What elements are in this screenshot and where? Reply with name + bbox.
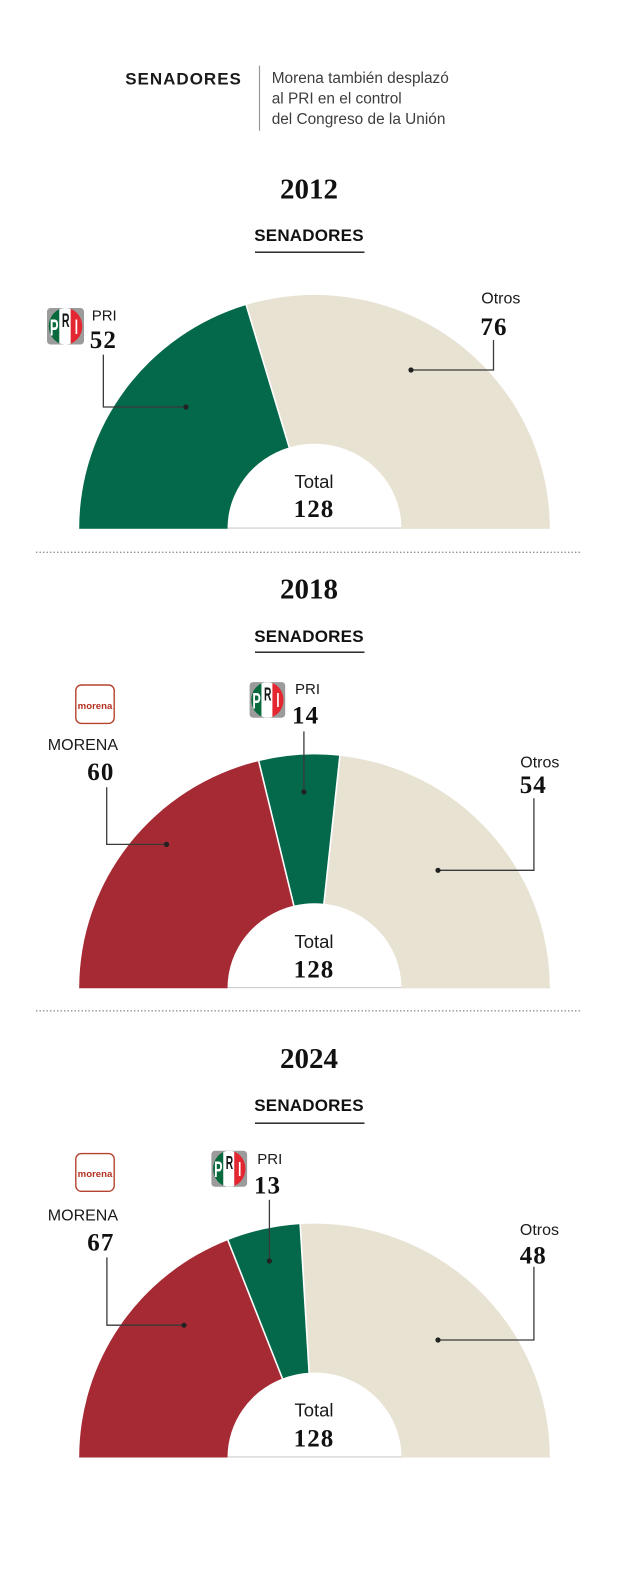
svg-text:SENADORES: SENADORES [254, 627, 364, 646]
svg-text:MORENA: MORENA [48, 737, 119, 754]
svg-text:67: 67 [87, 1229, 114, 1256]
svg-text:Otros: Otros [481, 291, 520, 308]
svg-text:2024: 2024 [280, 1043, 338, 1075]
svg-text:P: P [214, 1157, 222, 1182]
svg-text:76: 76 [480, 314, 507, 341]
svg-text:Total: Total [294, 931, 333, 952]
svg-text:52: 52 [90, 327, 117, 354]
svg-text:SENADORES: SENADORES [254, 1096, 364, 1115]
svg-text:PRI: PRI [295, 681, 320, 698]
svg-text:P: P [252, 689, 260, 714]
svg-text:morena: morena [78, 1169, 113, 1180]
svg-text:MORENA: MORENA [48, 1208, 119, 1225]
svg-text:SENADORES: SENADORES [254, 226, 364, 245]
svg-text:R: R [226, 1154, 234, 1174]
svg-text:R: R [62, 311, 70, 332]
svg-text:PRI: PRI [92, 307, 117, 324]
svg-text:Total: Total [294, 471, 333, 492]
svg-text:14: 14 [292, 702, 319, 729]
svg-text:128: 128 [294, 1426, 335, 1453]
svg-text:128: 128 [294, 956, 335, 983]
svg-text:SENADORES: SENADORES [125, 69, 242, 88]
svg-text:54: 54 [520, 772, 547, 799]
svg-text:Otros: Otros [520, 755, 559, 772]
svg-text:morena: morena [78, 701, 113, 712]
svg-text:R: R [264, 686, 272, 706]
svg-text:del Congreso de la Unión: del Congreso de la Unión [272, 111, 446, 128]
svg-text:I: I [276, 690, 279, 712]
svg-text:Total: Total [294, 1399, 333, 1420]
svg-text:I: I [238, 1159, 241, 1181]
svg-text:I: I [75, 315, 78, 338]
svg-text:2018: 2018 [280, 574, 338, 606]
svg-text:13: 13 [254, 1172, 281, 1199]
svg-text:48: 48 [520, 1242, 547, 1269]
svg-text:P: P [50, 314, 59, 340]
svg-text:Morena también desplazó: Morena también desplazó [272, 70, 449, 87]
svg-text:al PRI en el control: al PRI en el control [272, 91, 402, 108]
svg-text:Otros: Otros [520, 1222, 559, 1239]
svg-text:2012: 2012 [280, 174, 338, 206]
svg-text:PRI: PRI [257, 1151, 282, 1168]
svg-text:128: 128 [294, 496, 335, 523]
svg-text:60: 60 [87, 759, 114, 786]
